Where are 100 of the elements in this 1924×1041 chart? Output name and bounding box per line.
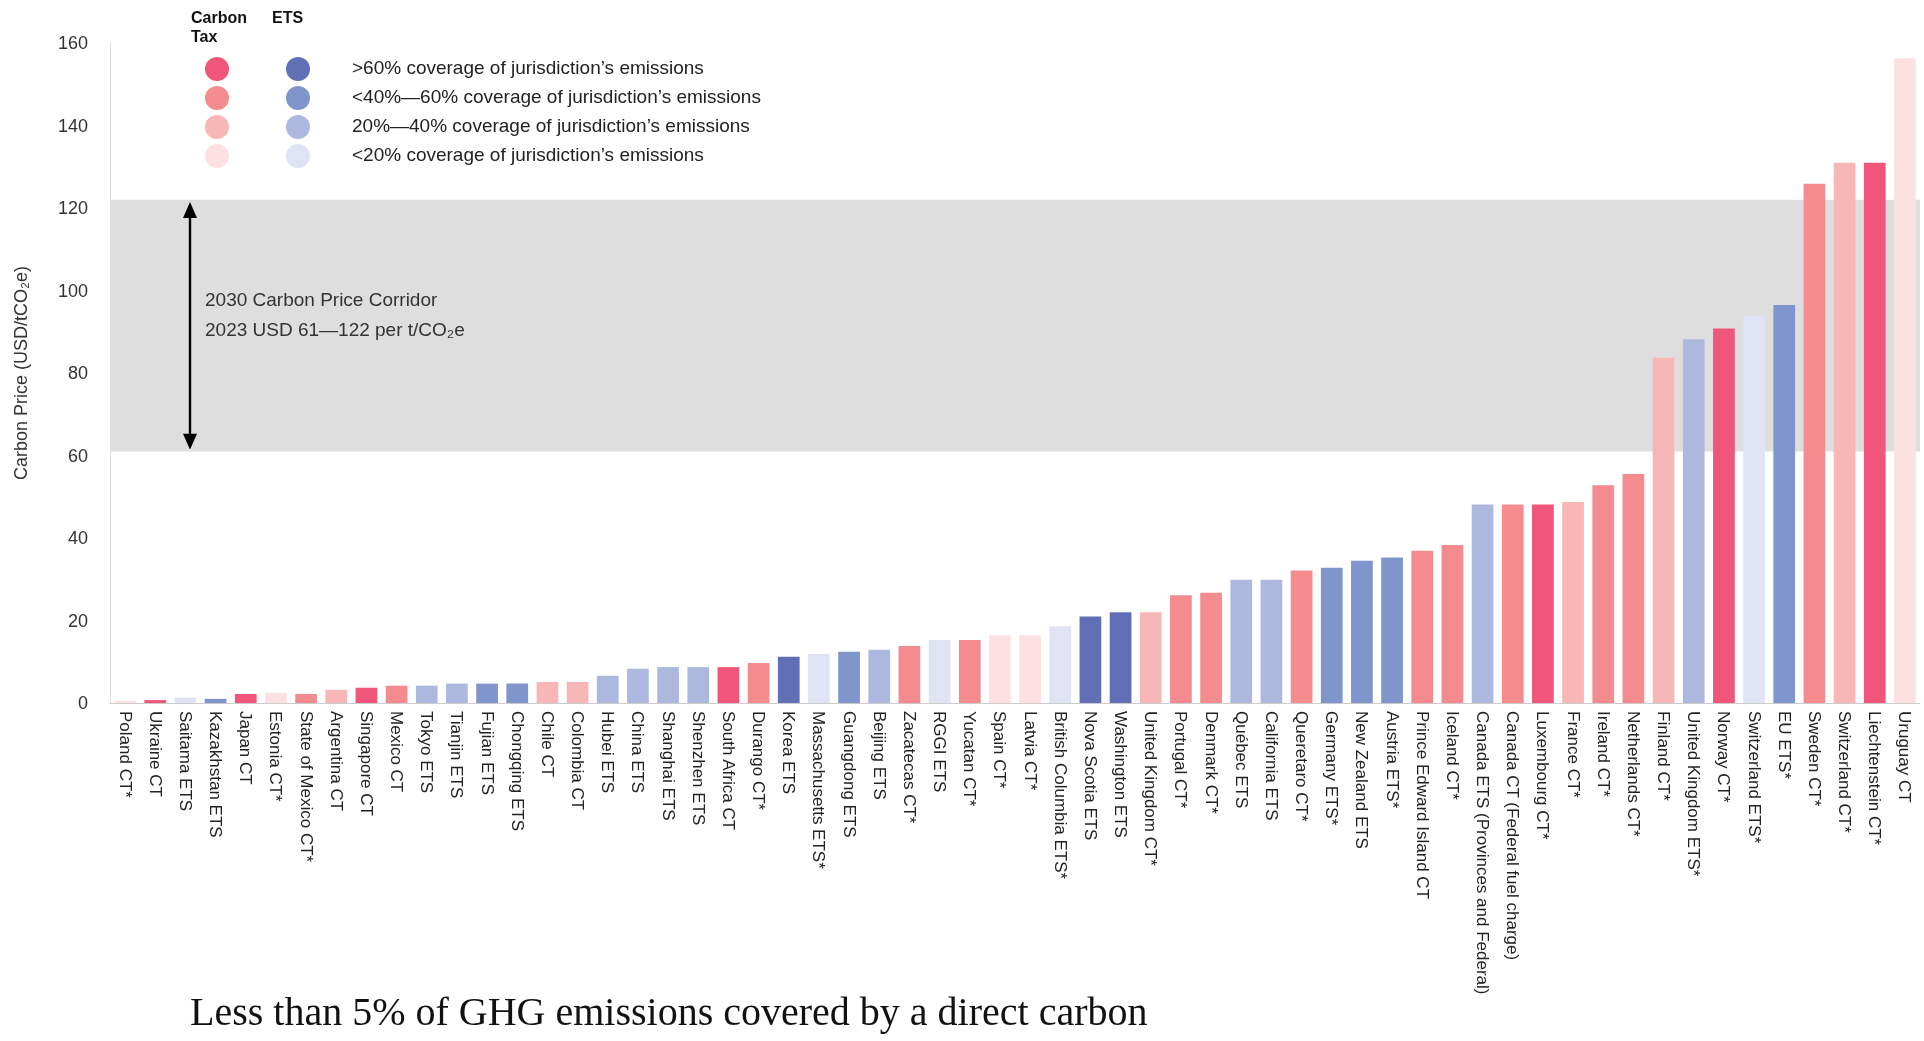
x-tick-label: Spain CT* (990, 711, 1010, 789)
bar (1351, 560, 1373, 703)
x-tick-label: Japan CT (236, 711, 256, 785)
bar (1411, 550, 1434, 703)
bar (506, 683, 529, 703)
x-tick-label: Hubei ETS (598, 711, 618, 794)
x-tick-label: New Zealand ETS (1352, 711, 1372, 849)
bar (476, 683, 498, 703)
x-tick-label: Colombia CT (568, 711, 588, 811)
x-tick-label: Durango CT* (749, 711, 769, 811)
legend-label: <20% coverage of jurisdiction’s emissions (352, 144, 704, 166)
x-tick-label: Argentina CT (326, 711, 346, 812)
bar (1622, 474, 1645, 703)
bar (1833, 162, 1856, 703)
bar (1200, 592, 1222, 703)
bar (989, 635, 1011, 703)
x-tick-label: Denmark CT* (1201, 711, 1221, 815)
bar (1652, 357, 1675, 703)
bar (928, 639, 951, 703)
bar (446, 683, 468, 703)
bar (717, 667, 740, 703)
bar (1592, 485, 1615, 703)
y-tick-label: 0 (77, 693, 88, 713)
bar (1109, 612, 1132, 703)
x-tick-label: United Kingdom CT* (1141, 711, 1161, 867)
x-tick-label: EU ETS* (1774, 711, 1794, 780)
bar (566, 681, 589, 703)
bar (1139, 612, 1162, 703)
x-tick-label: Kazakhstan ETS (206, 711, 226, 838)
x-tick-label: Fujian ETS (477, 711, 497, 796)
x-tick-label: Poland CT* (115, 711, 135, 799)
x-tick-label: Prince Edward Island CT (1412, 711, 1432, 900)
bar (808, 653, 830, 703)
x-tick-label: Norway CT* (1714, 711, 1734, 804)
bar (1863, 162, 1886, 703)
x-tick-label: Portugal CT* (1171, 711, 1191, 809)
legend-label: 20%—40% coverage of jurisdiction’s emissions (352, 115, 750, 137)
bar (355, 687, 378, 703)
annotation: Carbon Tax (191, 8, 248, 46)
y-tick-label: 120 (57, 198, 88, 218)
bar (1682, 339, 1705, 703)
x-tick-label: Canada CT (Federal fuel charge) (1503, 711, 1523, 961)
x-tick-label: Estonia CT* (266, 711, 286, 803)
bar (1290, 570, 1313, 703)
x-tick-label: Austria ETS* (1382, 711, 1402, 809)
text: ETS (272, 8, 305, 27)
bar (144, 700, 167, 703)
x-tick-label: France CT* (1563, 711, 1583, 799)
bar (174, 697, 197, 703)
bar (265, 692, 287, 703)
x-tick-label: Luxembourg CT* (1533, 711, 1553, 840)
bar (777, 656, 800, 703)
y-tick-label: 100 (57, 280, 88, 301)
bar (204, 698, 227, 703)
x-tick-label: Guangdong ETS (839, 711, 859, 838)
bar (958, 639, 981, 703)
x-tick-label: Ukraine CT (145, 711, 165, 797)
bar (747, 662, 770, 703)
bar (1230, 579, 1253, 703)
bar (1743, 316, 1765, 703)
x-tick-label: Finland CT* (1654, 711, 1674, 802)
y-tick-label: 40 (67, 528, 88, 548)
x-tick-label: Netherlands CT* (1623, 711, 1643, 838)
bar (1562, 502, 1584, 703)
x-tick-label: Washington ETS (1111, 711, 1131, 838)
text: Less than 5% of GHG emissions covered by a direct carbon (190, 988, 1148, 1035)
x-tick-label: Iceland CT* (1442, 711, 1462, 801)
y-tick-label: 80 (67, 363, 88, 383)
x-tick-label: Tokyo ETS (417, 711, 437, 794)
x-tick-label: Sweden CT* (1804, 711, 1824, 807)
x-tick-label: Canada ETS (Provinces and Federal) (1473, 711, 1493, 995)
bar (234, 693, 257, 703)
bar (868, 649, 891, 703)
x-tick-label: State of Mexico CT* (296, 711, 316, 863)
x-tick-label: Saitama ETS (175, 711, 195, 812)
bar (415, 685, 438, 703)
x-tick-label: Switzerland ETS* (1744, 711, 1764, 844)
bar (385, 685, 408, 703)
x-tick-label: South Africa CT (718, 711, 738, 831)
bar (1713, 328, 1735, 703)
x-tick-label: Chongqing ETS (507, 711, 527, 832)
x-tick-label: Latvia CT* (1020, 711, 1040, 791)
bar (1170, 595, 1192, 703)
x-tick-label: Yucatan CT* (960, 711, 980, 807)
bar (1381, 557, 1403, 703)
bar (1441, 545, 1464, 703)
x-tick-label: Singapore CT (356, 711, 376, 816)
bar (1471, 504, 1494, 703)
bar (325, 689, 348, 703)
bar (1260, 579, 1283, 703)
bar (838, 651, 860, 703)
x-tick-label: China ETS (628, 711, 648, 794)
y-tick-label: 60 (67, 445, 88, 466)
x-tick-label: Liechtenstein CT* (1865, 711, 1885, 846)
bar (657, 667, 679, 703)
x-tick-label: Zacatecas CT* (899, 711, 919, 824)
x-tick-label: Shenzhen ETS (688, 711, 708, 826)
x-tick-label: Ireland CT* (1593, 711, 1613, 798)
x-tick-label: British Columbia ETS* (1050, 711, 1070, 880)
bar (536, 681, 559, 703)
